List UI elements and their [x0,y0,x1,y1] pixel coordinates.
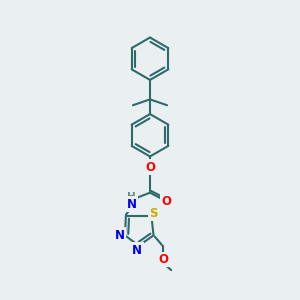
Text: O: O [158,253,168,266]
Text: O: O [161,195,171,208]
Text: H: H [128,192,136,202]
Text: N: N [132,244,142,257]
Text: O: O [145,160,155,174]
Text: N: N [115,229,125,242]
Text: N: N [127,198,137,211]
Text: S: S [150,207,158,220]
